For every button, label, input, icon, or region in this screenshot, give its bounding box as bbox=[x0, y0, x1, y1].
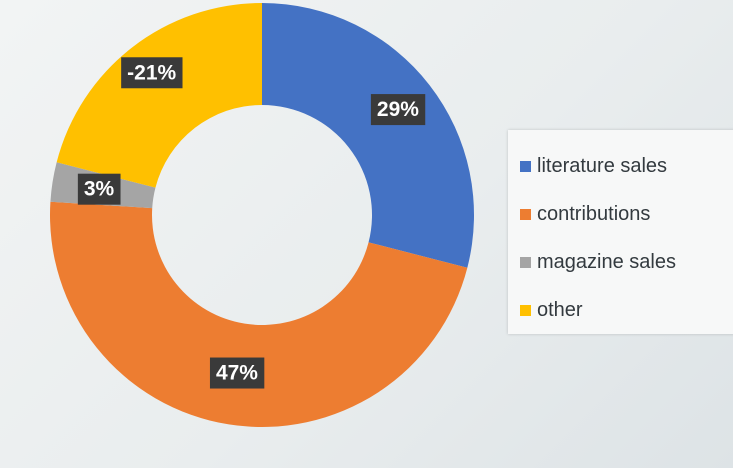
data-label-text-literature-sales: 29% bbox=[377, 98, 419, 121]
legend-item-other: other bbox=[520, 286, 733, 334]
data-label-text-other: -21% bbox=[127, 61, 176, 84]
data-label-magazine-sales: 3% bbox=[77, 173, 121, 205]
data-label-literature-sales: 29% bbox=[370, 94, 426, 126]
legend-label-contributions: contributions bbox=[537, 202, 651, 225]
data-label-box-other bbox=[121, 57, 183, 89]
data-label-box-magazine-sales bbox=[77, 173, 121, 205]
slice-contributions bbox=[49, 201, 468, 428]
data-label-box-contributions bbox=[209, 357, 265, 389]
slice-literature-sales bbox=[262, 3, 474, 268]
data-label-other: -21% bbox=[121, 57, 183, 89]
data-label-contributions: 47% bbox=[209, 357, 265, 389]
legend-item-magazine-sales: magazine sales bbox=[520, 238, 733, 286]
slice-other bbox=[56, 3, 262, 188]
legend-label-other: other bbox=[537, 298, 583, 321]
data-label-text-magazine-sales: 3% bbox=[84, 178, 115, 201]
legend-swatch-contributions bbox=[520, 208, 531, 220]
legend-label-magazine-sales: magazine sales bbox=[537, 250, 676, 273]
legend-swatch-other bbox=[520, 304, 531, 316]
donut-data-labels: 29% 47% 3% -21% bbox=[77, 57, 426, 389]
legend-item-contributions: contributions bbox=[520, 190, 733, 238]
chart-legend: literature sales contributions magazine … bbox=[508, 130, 733, 334]
data-label-box-literature-sales bbox=[370, 94, 426, 126]
data-label-text-contributions: 47% bbox=[216, 362, 258, 385]
legend-label-literature-sales: literature sales bbox=[537, 154, 668, 177]
donut-slices bbox=[49, 3, 474, 428]
legend-item-literature-sales: literature sales bbox=[520, 142, 733, 190]
legend-swatch-magazine-sales bbox=[520, 256, 531, 268]
legend-swatch-literature-sales bbox=[520, 160, 531, 172]
